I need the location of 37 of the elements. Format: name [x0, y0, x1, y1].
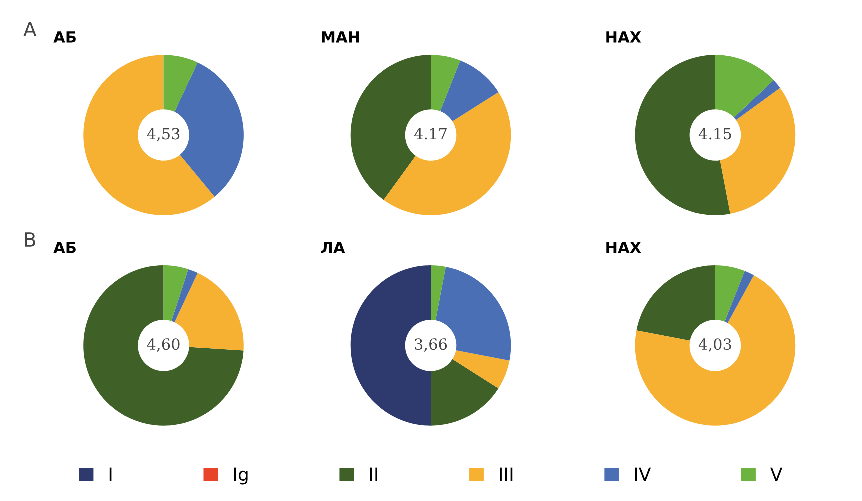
text: 4,60 — [147, 338, 180, 352]
legend-label: I — [110, 468, 112, 481]
donut-slice — [431, 266, 446, 320]
text: 3,66 — [415, 338, 448, 352]
text: 4.15 — [698, 128, 732, 140]
chart-title: НАХ — [606, 242, 642, 254]
donut-slice — [431, 359, 499, 426]
donut-slice — [164, 266, 189, 322]
donut-slice — [635, 275, 796, 426]
donut-slice — [84, 55, 215, 216]
legend-label: V — [770, 468, 783, 481]
donut-slice — [734, 80, 780, 120]
legend-label: Ig — [234, 468, 248, 485]
legend-label: III — [500, 468, 513, 481]
text: A — [24, 22, 37, 36]
donut-slice — [172, 269, 198, 322]
donut-slice — [724, 271, 754, 324]
legend-label: II — [370, 468, 378, 481]
chart-title: МАН — [322, 32, 360, 43]
donut-slice — [715, 55, 774, 118]
donut-slice — [440, 60, 499, 122]
text: 4,53 — [147, 128, 180, 142]
chart-title: АБ — [54, 32, 76, 43]
donut-slice — [384, 92, 512, 216]
text: 4,03 — [698, 338, 732, 352]
chart-title: НАХ — [606, 32, 642, 43]
donut-slice — [635, 55, 730, 216]
donut-slice — [431, 55, 461, 112]
chart-title: АБ — [54, 242, 76, 254]
donut-slice — [164, 55, 198, 112]
text: 4.17 — [414, 128, 447, 140]
donut-slice — [715, 266, 745, 322]
donut-slice — [84, 266, 244, 426]
text: B — [25, 232, 36, 247]
chart-title: ЛА — [321, 242, 346, 254]
donut-slice — [452, 350, 510, 389]
legend-label: IV — [635, 468, 652, 481]
